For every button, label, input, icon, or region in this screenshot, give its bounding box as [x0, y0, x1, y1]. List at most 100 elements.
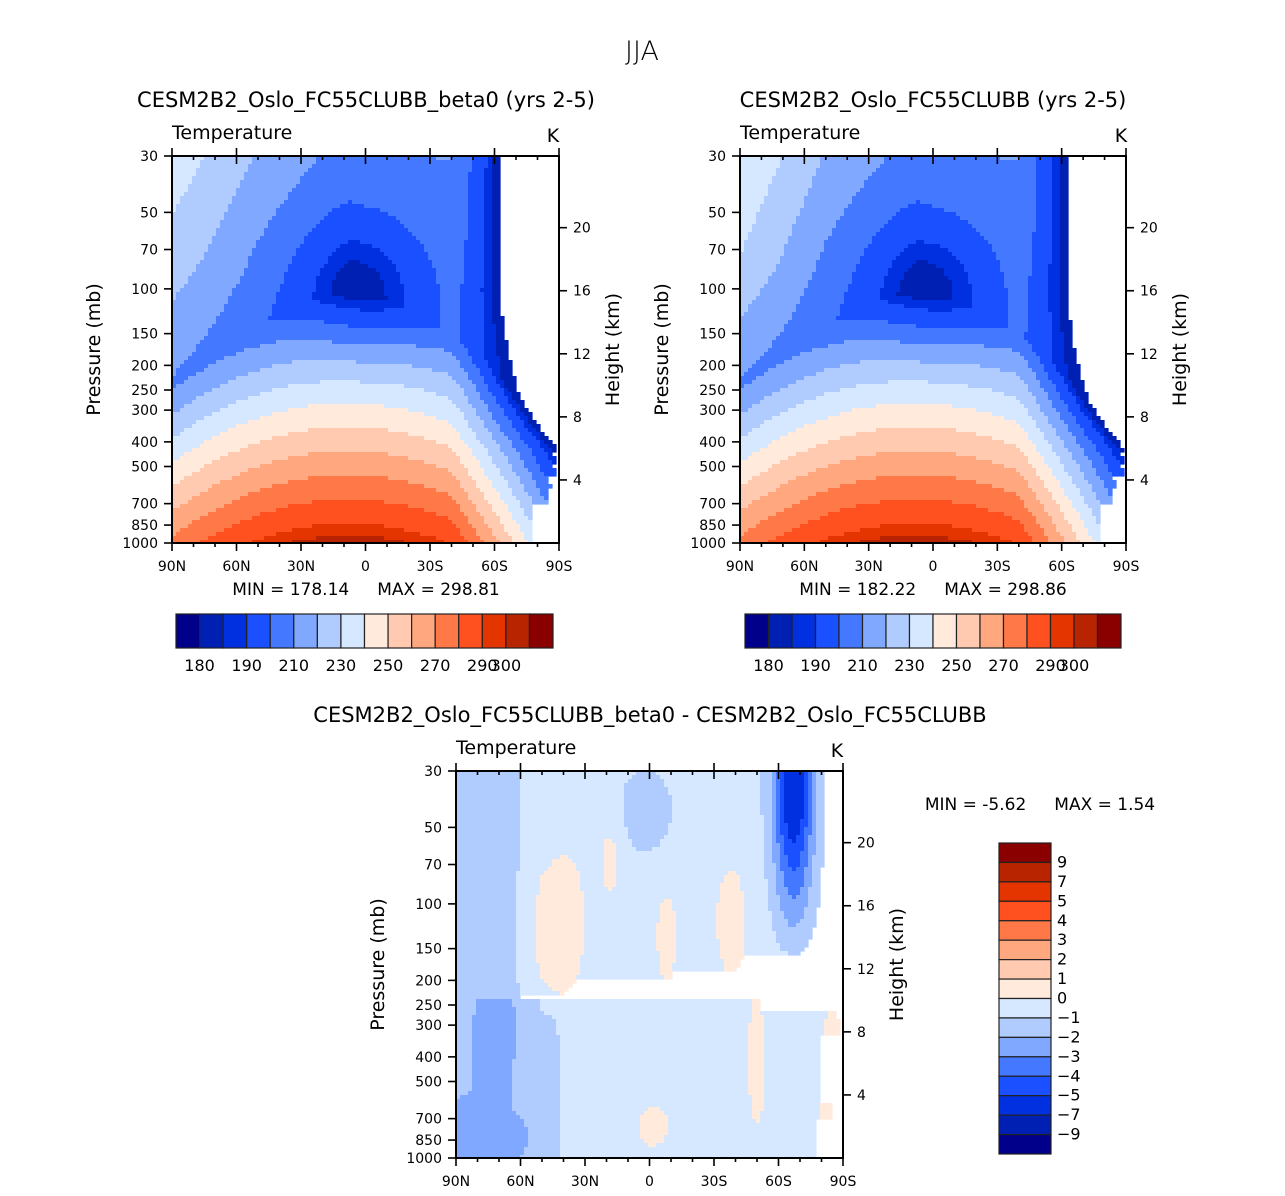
- contour-cell: [176, 532, 217, 537]
- contour-cell: [448, 372, 469, 377]
- contour-cell: [504, 528, 521, 533]
- contour-cell: [740, 512, 777, 517]
- contour-cell: [484, 236, 493, 241]
- contour-cell: [460, 528, 477, 533]
- contour-cell: [472, 1051, 517, 1056]
- contour-cell: [952, 404, 1025, 409]
- contour-cell: [508, 532, 525, 537]
- contour-cell: [976, 504, 1025, 509]
- contour-cell: [840, 308, 929, 313]
- contour-cell: [1092, 484, 1105, 489]
- contour-cell: [188, 500, 233, 505]
- contour-cell: [440, 312, 461, 317]
- contour-cell: [380, 208, 469, 213]
- contour-cell: [1064, 468, 1081, 473]
- colorbar-tick-label: 3: [1057, 930, 1067, 949]
- contour-cell: [1040, 524, 1057, 529]
- contour-cell: [528, 1135, 561, 1140]
- contour-cell: [1052, 344, 1065, 349]
- contour-cell: [468, 372, 481, 377]
- contour-cell: [1052, 424, 1069, 429]
- contour-cell: [524, 424, 533, 429]
- contour-cell: [500, 364, 513, 369]
- contour-cell: [748, 1083, 765, 1088]
- contour-cell: [1032, 272, 1049, 277]
- contour-cell: [796, 216, 841, 221]
- contour-cell: [784, 252, 821, 257]
- contour-cell: [1052, 236, 1061, 241]
- contour-cell: [232, 476, 309, 481]
- contour-cell: [484, 204, 493, 209]
- contour-cell: [776, 931, 813, 936]
- contour-cell: [292, 540, 405, 543]
- contour-cell: [1060, 324, 1073, 329]
- contour-cell: [1000, 156, 1021, 161]
- contour-cell: [524, 420, 529, 425]
- contour-cell: [1060, 532, 1077, 537]
- contour-cell: [484, 336, 497, 341]
- contour-cell: [492, 280, 501, 285]
- contour-cell: [780, 895, 793, 900]
- contour-cell: [1064, 488, 1081, 493]
- contour-cell: [1052, 496, 1069, 501]
- contour-cell: [560, 855, 569, 860]
- contour-cell: [1060, 196, 1069, 201]
- contour-cell: [472, 1031, 517, 1036]
- contour-cell: [220, 224, 269, 229]
- contour-cell: [520, 783, 625, 788]
- contour-cell: [1008, 312, 1029, 317]
- x-tick-label: 30N: [571, 1174, 599, 1190]
- contour-cell: [916, 260, 929, 265]
- contour-cell: [384, 404, 457, 409]
- contour-cell: [220, 408, 289, 413]
- contour-cell: [764, 871, 777, 876]
- contour-cell: [484, 496, 501, 501]
- contour-cell: [740, 380, 753, 385]
- contour-cell: [248, 164, 313, 169]
- contour-cell: [1072, 456, 1089, 461]
- contour-cell: [764, 827, 773, 832]
- contour-cell: [764, 1039, 821, 1044]
- contour-cell: [716, 931, 745, 936]
- contour-cell: [496, 348, 509, 353]
- contour-cell: [316, 224, 405, 229]
- contour-cell: [764, 1063, 821, 1068]
- contour-cell: [808, 839, 817, 844]
- contour-cell: [676, 951, 721, 956]
- contour-cell: [1036, 220, 1053, 225]
- y-tick-label: 50: [140, 205, 158, 221]
- contour-cell: [1116, 444, 1121, 449]
- contour-cell: [172, 316, 217, 321]
- contour-cell: [312, 164, 473, 169]
- contour-cell: [492, 176, 501, 181]
- contour-cell: [948, 536, 1001, 541]
- contour-cell: [464, 488, 481, 493]
- contour-cell: [924, 240, 989, 245]
- contour-cell: [640, 1115, 669, 1120]
- contour-cell: [928, 260, 961, 265]
- contour-cell: [480, 416, 493, 421]
- contour-cell: [792, 228, 833, 233]
- contour-cell: [1000, 536, 1033, 541]
- contour-cell: [660, 951, 677, 956]
- contour-cell: [480, 392, 493, 397]
- contour-cell: [844, 340, 901, 345]
- contour-cell: [840, 484, 993, 489]
- contour-cell: [484, 272, 493, 277]
- contour-cell: [484, 400, 497, 405]
- contour-cell: [612, 839, 633, 844]
- contour-cell: [764, 1095, 821, 1100]
- contour-cell: [1044, 364, 1057, 369]
- contour-cell: [1080, 492, 1097, 497]
- contour-cell: [760, 771, 773, 776]
- contour-cell: [276, 300, 321, 305]
- contour-cell: [784, 915, 805, 920]
- contour-cell: [748, 408, 789, 413]
- contour-cell: [772, 803, 777, 808]
- contour-cell: [800, 823, 809, 828]
- contour-cell: [232, 500, 313, 505]
- contour-cell: [464, 440, 481, 445]
- contour-cell: [172, 160, 201, 165]
- contour-cell: [476, 388, 489, 393]
- contour-cell: [480, 460, 493, 465]
